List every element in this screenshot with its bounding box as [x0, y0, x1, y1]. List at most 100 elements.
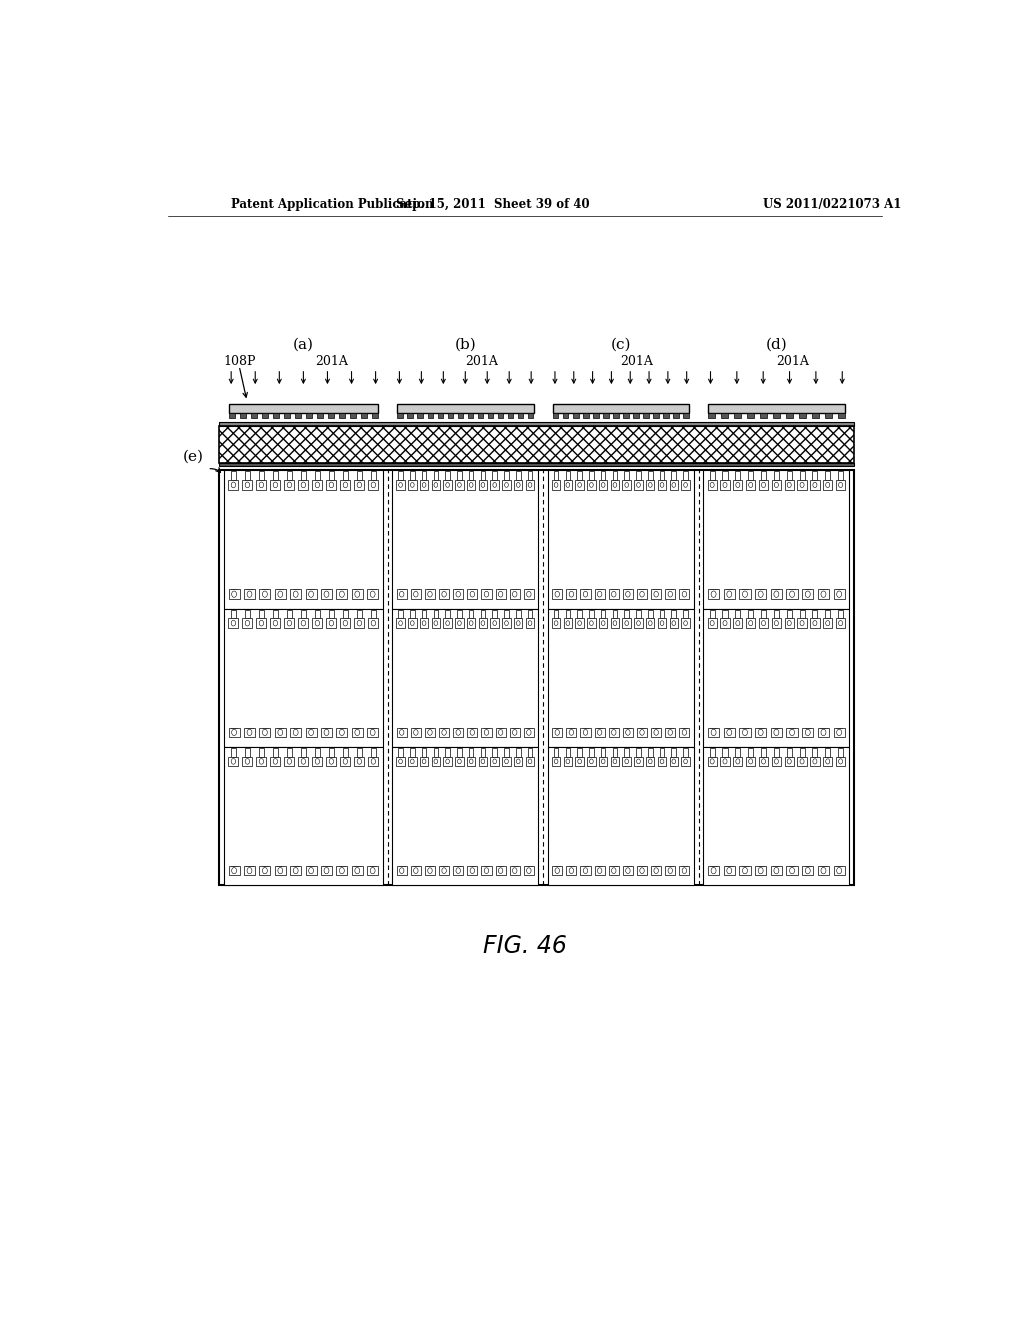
Bar: [244, 866, 255, 875]
Bar: [623, 618, 631, 628]
Circle shape: [343, 482, 347, 488]
Bar: [371, 471, 376, 480]
Circle shape: [273, 482, 278, 488]
Text: 201A: 201A: [465, 355, 498, 368]
Circle shape: [774, 759, 778, 764]
Bar: [285, 756, 295, 766]
Bar: [243, 618, 253, 628]
Bar: [301, 471, 306, 480]
Bar: [396, 480, 404, 490]
Bar: [670, 756, 678, 766]
Circle shape: [398, 620, 402, 626]
Bar: [554, 471, 558, 480]
Bar: [771, 727, 782, 738]
Bar: [228, 404, 378, 412]
Bar: [589, 471, 594, 480]
Bar: [746, 480, 756, 490]
Circle shape: [837, 867, 842, 874]
Circle shape: [613, 620, 616, 626]
Bar: [724, 727, 735, 738]
Circle shape: [357, 620, 361, 626]
Bar: [516, 610, 520, 618]
Bar: [256, 618, 266, 628]
Bar: [823, 618, 833, 628]
Bar: [327, 756, 337, 766]
Circle shape: [528, 620, 531, 626]
Circle shape: [566, 483, 569, 487]
Bar: [610, 618, 620, 628]
Bar: [597, 727, 602, 737]
Circle shape: [611, 730, 616, 735]
Circle shape: [247, 867, 252, 874]
Circle shape: [414, 730, 418, 735]
Bar: [314, 610, 321, 618]
Bar: [802, 866, 813, 875]
Circle shape: [640, 730, 644, 735]
Bar: [672, 610, 676, 618]
Bar: [445, 471, 450, 480]
Bar: [773, 866, 779, 874]
Bar: [708, 413, 715, 417]
Bar: [800, 748, 805, 756]
Bar: [672, 748, 676, 756]
Bar: [812, 748, 817, 756]
Bar: [733, 618, 742, 628]
Bar: [553, 413, 558, 417]
Bar: [723, 748, 727, 756]
Circle shape: [505, 759, 508, 764]
Bar: [526, 866, 531, 874]
Bar: [425, 866, 435, 875]
Bar: [502, 756, 511, 766]
Bar: [741, 727, 749, 737]
Bar: [396, 618, 404, 628]
Bar: [568, 589, 574, 598]
Circle shape: [315, 759, 319, 764]
Bar: [724, 589, 735, 599]
Bar: [636, 610, 641, 618]
Circle shape: [273, 759, 278, 764]
Bar: [219, 426, 854, 463]
Bar: [392, 609, 539, 747]
Circle shape: [324, 729, 329, 735]
Bar: [455, 756, 464, 766]
Bar: [599, 618, 607, 628]
Bar: [477, 413, 483, 417]
Circle shape: [758, 867, 763, 874]
Bar: [608, 589, 618, 599]
Bar: [262, 413, 268, 417]
Bar: [336, 589, 347, 599]
Bar: [354, 727, 360, 737]
Bar: [321, 589, 332, 599]
Bar: [836, 866, 843, 874]
Bar: [805, 727, 811, 737]
Bar: [568, 866, 574, 874]
Bar: [410, 471, 415, 480]
Bar: [659, 748, 665, 756]
Text: Patent Application Publication: Patent Application Publication: [231, 198, 434, 211]
Bar: [351, 866, 362, 875]
Bar: [657, 618, 667, 628]
Bar: [305, 589, 316, 599]
Circle shape: [505, 620, 508, 626]
Bar: [251, 413, 257, 417]
Bar: [467, 727, 477, 738]
Bar: [422, 471, 426, 480]
Bar: [611, 589, 616, 598]
Bar: [800, 610, 805, 618]
Bar: [284, 413, 290, 417]
Bar: [413, 727, 419, 737]
Bar: [836, 756, 845, 766]
Circle shape: [736, 620, 740, 626]
Bar: [646, 756, 654, 766]
Text: 108P: 108P: [223, 355, 256, 368]
Circle shape: [668, 730, 673, 735]
Bar: [771, 589, 782, 599]
Circle shape: [339, 591, 344, 598]
Circle shape: [481, 620, 484, 626]
Bar: [566, 866, 577, 875]
Bar: [441, 727, 446, 737]
Bar: [708, 480, 717, 490]
Bar: [329, 748, 334, 756]
Bar: [726, 866, 732, 874]
Bar: [749, 748, 754, 756]
